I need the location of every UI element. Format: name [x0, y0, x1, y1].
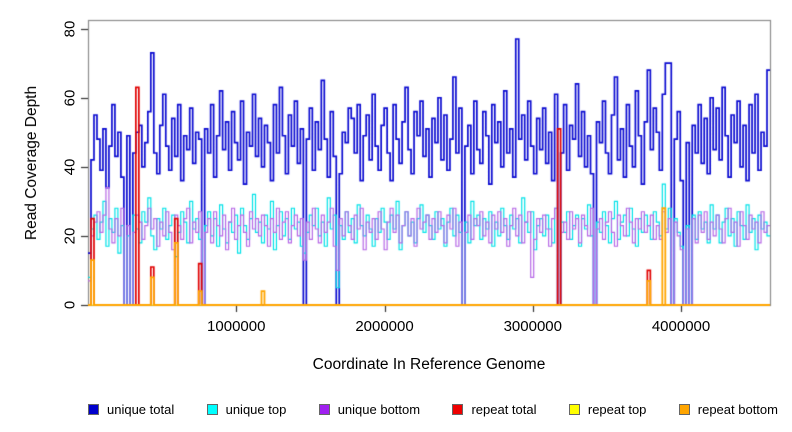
x-tick-label: 2000000 [355, 318, 414, 335]
y-tick-label: 60 [61, 89, 79, 107]
legend-label: repeat total [471, 401, 537, 417]
y-axis-title: Read Coverage Depth [23, 85, 40, 240]
repeat-top-swatch-icon [568, 403, 580, 415]
repeat-bottom-swatch-icon [678, 403, 690, 415]
x-axis-title: Coordinate In Reference Genome [312, 356, 546, 373]
legend-item-unique-total: unique total [88, 402, 174, 417]
y-tick-label: 40 [61, 158, 79, 176]
unique-bottom-swatch-icon [318, 403, 330, 415]
x-tick-label: 4000000 [651, 318, 711, 335]
legend-label: unique bottom [337, 401, 421, 417]
repeat-total-swatch-icon [452, 403, 464, 415]
unique-top-swatch-icon [206, 403, 218, 415]
x-tick-label: 1000000 [207, 318, 266, 335]
unique-total-swatch-icon [88, 403, 99, 415]
legend-item-unique-bottom: unique bottom [318, 401, 421, 417]
y-tick-label: 20 [61, 227, 79, 245]
legend-item-repeat-top: repeat top [568, 401, 647, 417]
y-tick-label: 0 [61, 300, 79, 310]
legend-label: unique total [107, 401, 175, 417]
legend: unique total unique top unique bottom re… [88, 396, 778, 422]
legend-item-repeat-total: repeat total [452, 401, 537, 417]
x-tick-label: 3000000 [503, 318, 562, 335]
legend-item-repeat-bottom: repeat bottom [678, 401, 778, 417]
legend-label: repeat top [587, 401, 647, 417]
legend-label: repeat bottom [697, 401, 778, 417]
legend-item-unique-top: unique top [206, 401, 287, 417]
y-tick-label: 80 [61, 20, 79, 37]
legend-label: unique top [225, 401, 287, 417]
